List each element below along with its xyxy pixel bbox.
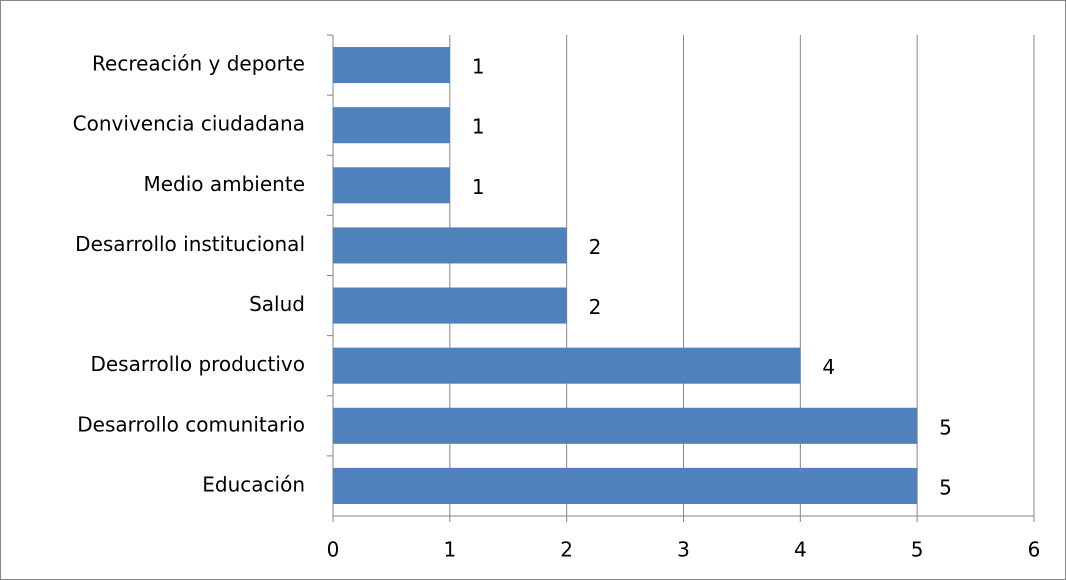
y-tick-label: Educación [202, 472, 305, 496]
bar [333, 227, 567, 264]
x-tick-label: 5 [911, 538, 924, 562]
data-label: 5 [939, 415, 952, 439]
data-label: 2 [589, 295, 602, 319]
x-tick-label: 0 [327, 538, 340, 562]
bar [333, 287, 567, 324]
data-label: 5 [939, 475, 952, 499]
bar [333, 467, 918, 504]
x-tick-label: 3 [677, 538, 690, 562]
bar [333, 167, 450, 204]
bar [333, 47, 450, 84]
y-tick-label: Salud [249, 292, 305, 316]
bar [333, 407, 918, 444]
data-label: 4 [822, 355, 835, 379]
x-tick-label: 2 [560, 538, 573, 562]
y-tick-label: Desarrollo comunitario [77, 412, 305, 436]
x-tick-label: 4 [794, 538, 807, 562]
y-tick-label: Desarrollo institucional [75, 232, 305, 256]
y-tick-label: Recreación y deporte [92, 52, 305, 76]
data-label: 1 [472, 115, 485, 139]
x-tick-label: 1 [443, 538, 456, 562]
x-tick-label: 6 [1028, 538, 1041, 562]
y-tick-label: Medio ambiente [143, 172, 305, 196]
data-label: 2 [589, 235, 602, 259]
y-tick-label: Desarrollo productivo [90, 352, 305, 376]
data-label: 1 [472, 175, 485, 199]
y-tick-label: Convivencia ciudadana [73, 112, 305, 136]
bar [333, 347, 801, 384]
bar [333, 107, 450, 144]
data-label: 1 [472, 55, 485, 79]
